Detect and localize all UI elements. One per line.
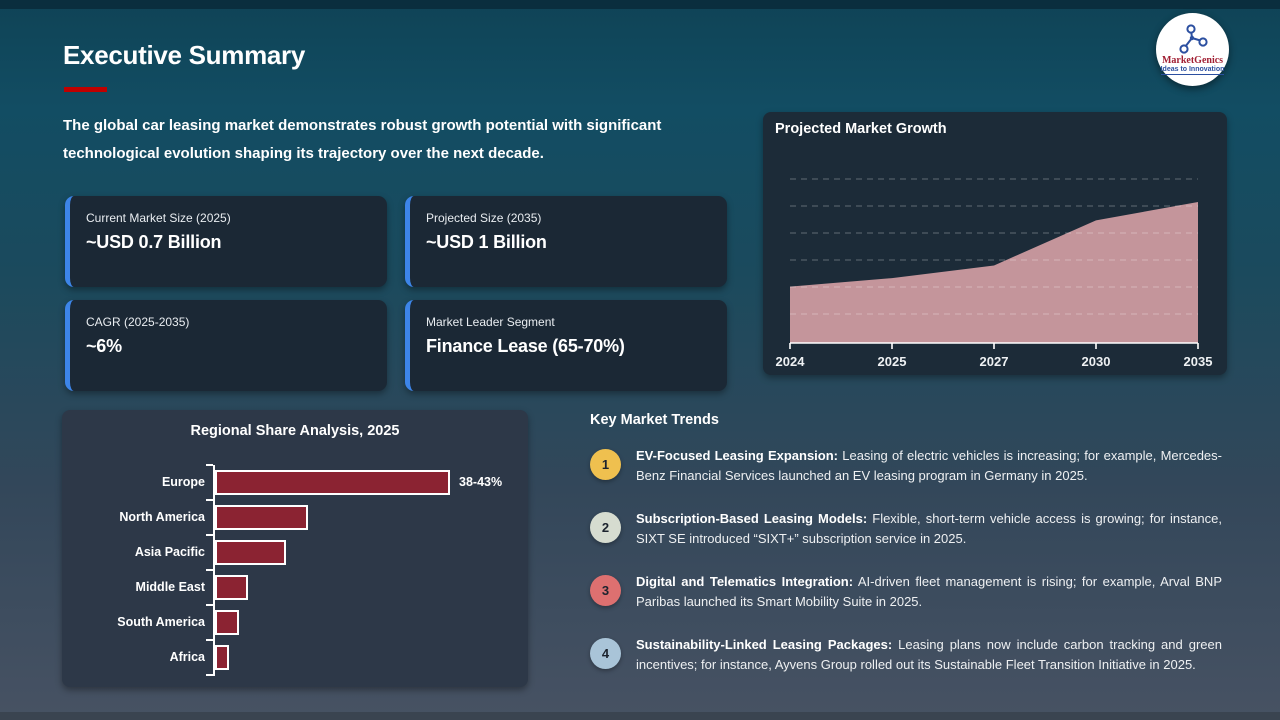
trends-heading: Key Market Trends xyxy=(590,412,719,428)
trend-body: Leasing plans now include carbon trackin… xyxy=(636,637,1222,672)
stat-value: Finance Lease (65-70%) xyxy=(426,336,625,356)
trend-number-badge: 3 xyxy=(590,575,621,606)
x-axis-label: 2027 xyxy=(980,354,1009,369)
bar-value-annotation: 38-43% xyxy=(459,475,503,489)
trend-lead: Subscription-Based Leasing Models: xyxy=(636,511,868,526)
logo-brand-text: MarketGenics xyxy=(1161,55,1224,66)
axis-tick xyxy=(206,604,213,606)
axis-tick xyxy=(206,674,213,676)
axis-tick xyxy=(206,464,213,466)
regional-chart-title: Regional Share Analysis, 2025 xyxy=(190,423,400,439)
trend-item-subscription-models: 2 Subscription-Based Leasing Models: Fle… xyxy=(590,509,1222,549)
x-axis-label: 2025 xyxy=(878,354,907,369)
marketgenics-logo: MarketGenics Ideas to Innovation xyxy=(1156,13,1229,86)
stat-label: Market Leader Segment xyxy=(426,315,555,329)
bar-category-label: North America xyxy=(119,510,205,524)
trend-body: AI-driven fleet management is rising; fo… xyxy=(636,574,1222,609)
trend-number-badge: 2 xyxy=(590,512,621,543)
molecule-icon xyxy=(1178,24,1208,54)
trend-body: Flexible, short-term vehicle access is g… xyxy=(636,511,1222,546)
category-axis-line xyxy=(213,465,215,676)
trend-text: Sustainability-Linked Leasing Packages: … xyxy=(636,635,1222,674)
x-axis-label: 2035 xyxy=(1184,354,1213,369)
bar-europe xyxy=(215,470,450,495)
trend-lead: Sustainability-Linked Leasing Packages: xyxy=(636,637,893,652)
stat-label: Current Market Size (2025) xyxy=(86,211,231,225)
axis-tick xyxy=(206,534,213,536)
stat-value: ~USD 0.7 Billion xyxy=(86,232,222,252)
projected-market-growth-card: Projected Market Growth 2024 2025 2027 2030… xyxy=(763,112,1227,375)
logo-tagline-text: Ideas to Innovation xyxy=(1160,66,1225,75)
bar-south-america xyxy=(215,610,239,635)
trend-lead: EV-Focused Leasing Expansion: xyxy=(636,448,839,463)
x-axis-label: 2030 xyxy=(1082,354,1111,369)
axis-tick xyxy=(206,569,213,571)
stat-card-current-market-size: Current Market Size (2025) ~USD 0.7 Bill… xyxy=(65,196,387,287)
trend-item-digital-telematics: 3 Digital and Telematics Integration: AI… xyxy=(590,572,1222,612)
stat-card-cagr: CAGR (2025-2035) ~6% xyxy=(65,300,387,391)
growth-area-chart: 2024 2025 2027 2030 2035 xyxy=(776,178,1213,369)
page-title: Executive Summary xyxy=(63,40,306,70)
trend-lead: Digital and Telematics Integration: xyxy=(636,574,854,589)
regional-share-card: Regional Share Analysis, 2025 Europe 38-4… xyxy=(62,410,528,687)
title-underline-rule xyxy=(64,87,107,92)
trend-text: EV-Focused Leasing Expansion: Leasing of… xyxy=(636,446,1222,485)
trend-item-sustainability-packages: 4 Sustainability-Linked Leasing Packages… xyxy=(590,635,1222,675)
x-axis-label: 2024 xyxy=(776,354,806,369)
top-border-strip xyxy=(0,0,1280,9)
bar-category-label: Asia Pacific xyxy=(134,545,205,559)
intro-paragraph: The global car leasing market demonstrat… xyxy=(63,117,662,162)
stat-value: ~USD 1 Billion xyxy=(426,232,547,252)
bar-category-label: South America xyxy=(117,615,205,629)
trend-body: Leasing of electric vehicles is increasi… xyxy=(636,448,1222,483)
bar-africa xyxy=(215,645,229,670)
bar-category-label: Europe xyxy=(161,475,205,489)
bar-middle-east xyxy=(215,575,248,600)
stat-card-market-leader: Market Leader Segment Finance Lease (65-… xyxy=(405,300,727,391)
bar-north-america xyxy=(215,505,308,530)
stat-card-projected-size: Projected Size (2035) ~USD 1 Billion xyxy=(405,196,727,287)
stat-value: ~6% xyxy=(86,336,122,356)
growth-chart-title: Projected Market Growth xyxy=(775,121,947,137)
trends-list: 1 EV-Focused Leasing Expansion: Leasing … xyxy=(590,446,1222,698)
trend-item-ev-leasing: 1 EV-Focused Leasing Expansion: Leasing … xyxy=(590,446,1222,486)
trend-text: Subscription-Based Leasing Models: Flexi… xyxy=(636,509,1222,548)
stat-label: CAGR (2025-2035) xyxy=(86,315,190,329)
bottom-border-strip xyxy=(0,712,1280,720)
axis-tick xyxy=(206,639,213,641)
trend-number-badge: 4 xyxy=(590,638,621,669)
bar-category-label: Middle East xyxy=(135,580,205,594)
trend-number-badge: 1 xyxy=(590,449,621,480)
regional-bar-chart: Europe 38-43% North America Asia Pacific Mid… xyxy=(62,464,528,676)
bar-asia-pacific xyxy=(215,540,286,565)
bar-category-label: Africa xyxy=(169,650,205,664)
axis-tick xyxy=(206,499,213,501)
stat-label: Projected Size (2035) xyxy=(426,211,542,225)
trend-text: Digital and Telematics Integration: AI-d… xyxy=(636,572,1222,611)
